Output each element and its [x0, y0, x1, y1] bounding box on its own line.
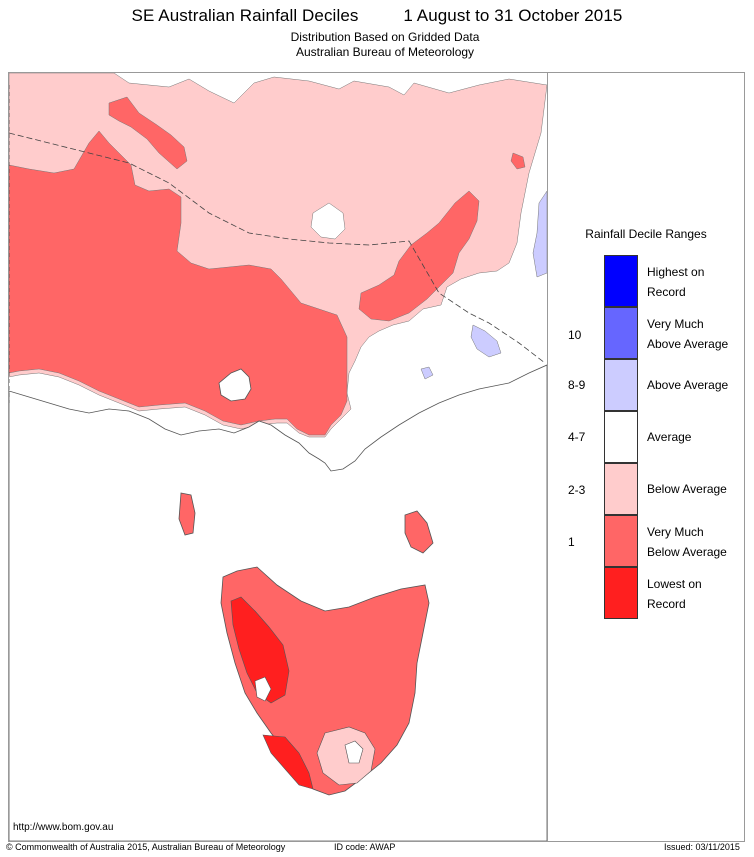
legend-swatch-very-much-below — [604, 515, 638, 567]
map-frame — [8, 72, 745, 842]
rainfall-decile-map — [9, 73, 547, 841]
tasmania-below-average-southeast — [316, 726, 376, 786]
legend-label-very-much-below: Very Much Below Average — [647, 522, 727, 562]
decile-10: 10 — [568, 328, 582, 342]
very-much-below-average-nsw — [358, 190, 480, 322]
macquarie-harbour — [254, 676, 272, 702]
state-border-nsw-vic — [9, 132, 546, 364]
legend-label-line: Highest on — [647, 265, 705, 279]
legend-label-line: Below Average — [647, 545, 727, 559]
tasmania-lowest-on-record-south — [262, 734, 314, 790]
period-text: 1 August to 31 October 2015 — [403, 6, 623, 25]
port-phillip-bay — [218, 368, 252, 402]
legend-swatch-very-much-above — [604, 307, 638, 359]
issued-date-text: Issued: 03/11/2015 — [664, 842, 740, 852]
average-patch-central — [310, 202, 346, 240]
id-code-text: ID code: AWAP — [334, 842, 396, 852]
legend-label-very-much-above: Very Much Above Average — [647, 314, 728, 354]
flinders-island — [404, 510, 434, 554]
legend-swatch-below — [604, 463, 638, 515]
legend-swatch-lowest — [604, 567, 638, 619]
legend-divider — [547, 72, 548, 842]
title-text: SE Australian Rainfall Deciles — [131, 6, 359, 25]
above-average-small — [420, 366, 434, 380]
king-island — [178, 492, 196, 536]
legend-label-highest: Highest on Record — [647, 262, 704, 302]
above-average-east-1 — [532, 190, 547, 278]
tasmania-average-hobart — [344, 740, 364, 764]
subtitle-distribution: Distribution Based on Gridded Data — [290, 30, 480, 44]
very-much-below-average-small-1 — [510, 152, 526, 170]
legend-label-line: Above Average — [647, 337, 729, 351]
legend-label-line: Very Much — [647, 525, 704, 539]
legend-label-line: Lowest on — [647, 577, 702, 591]
legend-swatch-highest — [604, 255, 638, 307]
decile-4-7: 4-7 — [568, 430, 586, 444]
tasmania-very-much-below — [220, 566, 430, 796]
legend-swatch-above — [604, 359, 638, 411]
legend-label-below: Below Average — [647, 482, 727, 496]
very-much-below-average-north — [108, 96, 188, 170]
legend-swatch-average — [604, 411, 638, 463]
decile-8-9: 8-9 — [568, 378, 586, 392]
source-url: http://www.bom.gov.au — [13, 822, 114, 833]
legend-label-lowest: Lowest on Record — [647, 574, 702, 614]
map-title: SE Australian Rainfall Deciles 1 August … — [0, 6, 754, 26]
legend-title: Rainfall Decile Ranges — [585, 227, 707, 241]
decile-1: 1 — [568, 535, 575, 549]
legend-label-line: Very Much — [647, 317, 704, 331]
tasmania-lowest-on-record-west — [230, 596, 290, 704]
legend-label-line: Record — [647, 285, 686, 299]
legend-label-average: Average — [647, 430, 692, 444]
decile-2-3: 2-3 — [568, 483, 586, 497]
very-much-below-average-mainland — [9, 130, 348, 436]
legend-label-line: Record — [647, 597, 686, 611]
legend-label-above: Above Average — [647, 378, 729, 392]
subtitle-agency: Australian Bureau of Meteorology — [295, 45, 475, 59]
copyright-text: © Commonwealth of Australia 2015, Austra… — [6, 842, 286, 852]
above-average-east-2 — [470, 324, 502, 358]
